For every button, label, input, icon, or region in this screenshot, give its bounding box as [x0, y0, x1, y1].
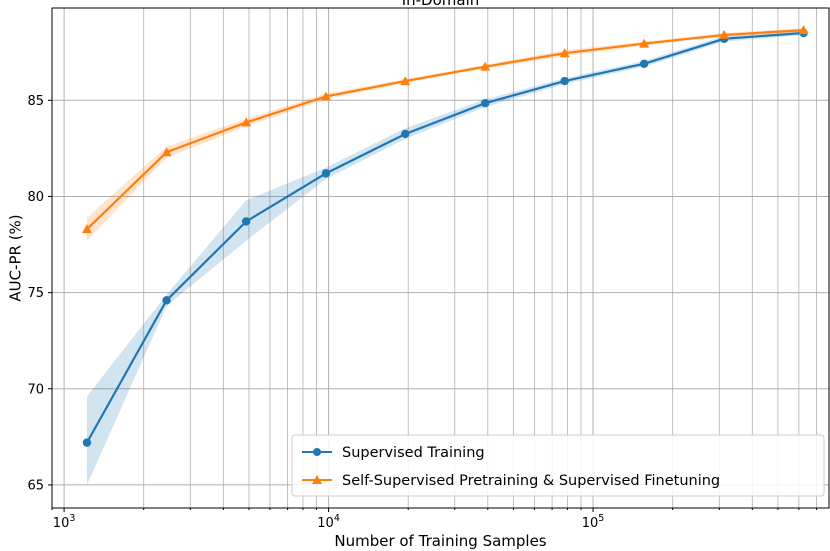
data-point-1: [719, 29, 730, 39]
data-point-0: [241, 217, 251, 226]
x-tick-label-base: 10: [53, 516, 70, 531]
x-tick-label-base: 10: [582, 516, 599, 531]
data-point-0: [639, 59, 649, 68]
data-point-0: [401, 129, 410, 139]
legend-label-self-supervised: Self-Supervised Pretraining & Supervised…: [342, 473, 720, 489]
data-point-1: [161, 147, 172, 157]
y-axis-label: AUC-PR (%): [7, 214, 25, 301]
series-line-0: [85, 31, 804, 444]
y-tick-label: 70: [27, 382, 44, 397]
x-tick-label-exponent: 3: [69, 513, 75, 524]
data-point-0: [82, 438, 92, 447]
y-tick-label: 85: [27, 94, 44, 109]
x-tick-label-exponent: 4: [334, 513, 340, 524]
legend-marker-supervised: [313, 448, 321, 456]
data-point-0: [480, 98, 490, 108]
data-point-0: [162, 296, 171, 305]
data-point-1: [81, 224, 92, 234]
series-line-1: [86, 29, 804, 230]
data-point-1: [320, 91, 331, 101]
confidence-band-0: [86, 30, 804, 485]
data-point-0: [560, 76, 569, 86]
x-tick-label-exponent: 5: [598, 513, 604, 524]
data-point-0: [321, 169, 331, 178]
y-tick-label: 65: [27, 478, 44, 493]
y-tick-label: 75: [27, 286, 44, 301]
legend-marker-self-supervised: [312, 475, 322, 484]
legend: Supervised Training Self-Supervised Pret…: [291, 434, 825, 497]
grid: [51, 8, 829, 508]
x-tick-label: 104: [317, 513, 340, 531]
x-tick-label-base: 10: [317, 516, 334, 531]
legend-box: [291, 434, 825, 497]
series-lines: [81, 25, 809, 447]
y-tick-label: 80: [27, 190, 44, 205]
data-point-1: [559, 48, 570, 58]
data-point-1: [480, 61, 491, 71]
legend-label-supervised: Supervised Training: [342, 445, 485, 461]
data-point-1: [241, 117, 252, 127]
x-tick-label: 103: [53, 513, 76, 531]
data-point-1: [400, 76, 411, 86]
data-point-1: [639, 38, 650, 48]
x-axis-label: Number of Training Samples: [334, 532, 546, 550]
x-tick-label: 105: [582, 513, 605, 531]
confidence-bands: [86, 28, 804, 485]
chart-title: In-Domain: [402, 0, 480, 9]
plot-frame: [51, 7, 830, 509]
data-point-1: [798, 25, 809, 35]
